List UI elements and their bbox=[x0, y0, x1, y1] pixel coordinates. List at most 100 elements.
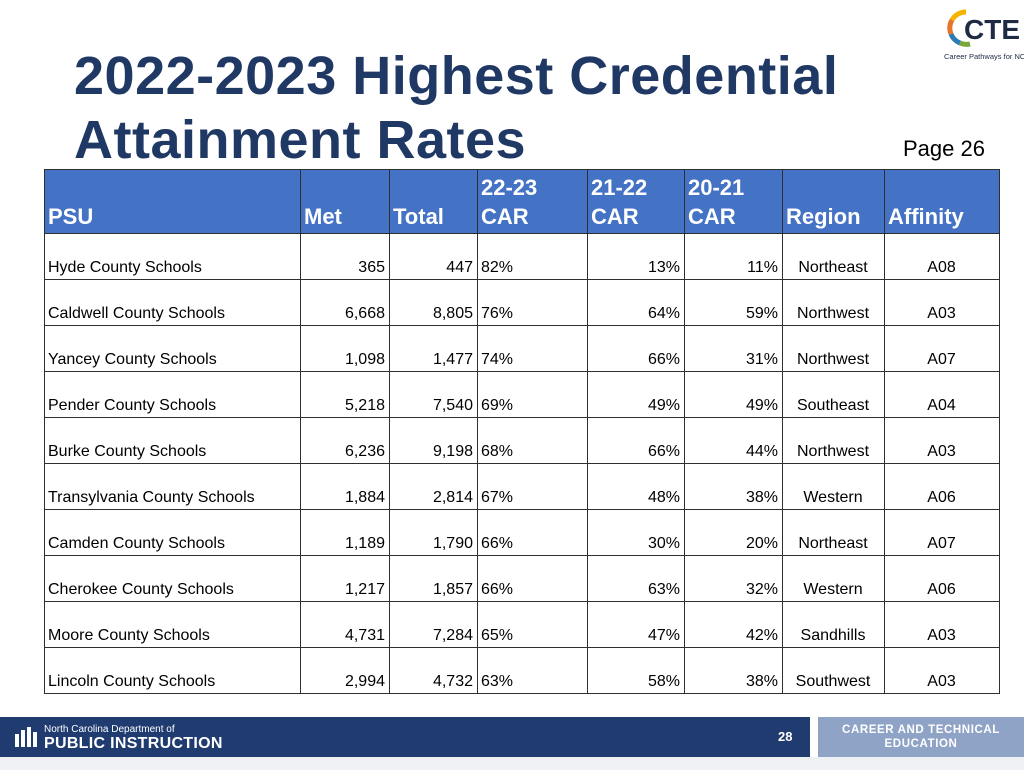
header-affinity: Affinity bbox=[884, 169, 1000, 234]
logo-subtitle: Career Pathways for NC bbox=[944, 52, 1024, 61]
cell-car-21-22: 58% bbox=[587, 647, 685, 694]
cell-car-22-23: 74% bbox=[477, 325, 588, 372]
cell-car-20-21: 38% bbox=[684, 647, 783, 694]
footer-cte-label: CAREER AND TECHNICAL EDUCATION bbox=[818, 717, 1024, 757]
cell-met: 1,884 bbox=[300, 463, 390, 510]
cell-total: 2,814 bbox=[389, 463, 478, 510]
logo-text: CTE bbox=[964, 14, 1020, 45]
page-label: Page 26 bbox=[903, 136, 985, 161]
cell-car-22-23: 82% bbox=[477, 233, 588, 280]
cell-region: Sandhills bbox=[782, 601, 885, 648]
table-row: Camden County Schools 1,189 1,790 66% 30% 20%… bbox=[44, 509, 1000, 556]
cell-met: 4,731 bbox=[300, 601, 390, 648]
cell-psu: Pender County Schools bbox=[44, 371, 301, 418]
cte-logo: CTE Career Pathways for NC bbox=[944, 8, 1024, 64]
cell-car-21-22: 47% bbox=[587, 601, 685, 648]
cell-met: 1,098 bbox=[300, 325, 390, 372]
cell-psu: Cherokee County Schools bbox=[44, 555, 301, 602]
cell-total: 9,198 bbox=[389, 417, 478, 464]
table-row: Hyde County Schools 365 447 82% 13% 11% Northe… bbox=[44, 233, 1000, 280]
cell-car-21-22: 63% bbox=[587, 555, 685, 602]
cell-met: 2,994 bbox=[300, 647, 390, 694]
cell-car-21-22: 48% bbox=[587, 463, 685, 510]
header-total: Total bbox=[389, 169, 478, 234]
cell-region: Western bbox=[782, 555, 885, 602]
cell-total: 8,805 bbox=[389, 279, 478, 326]
cell-car-21-22: 66% bbox=[587, 325, 685, 372]
cell-met: 5,218 bbox=[300, 371, 390, 418]
header-car-22-23: 22-23 CAR bbox=[477, 169, 588, 234]
cell-affinity: A03 bbox=[884, 417, 1000, 464]
footer-bar: North Carolina Department of PUBLIC INST… bbox=[0, 717, 810, 757]
cell-affinity: A03 bbox=[884, 279, 1000, 326]
cell-car-20-21: 38% bbox=[684, 463, 783, 510]
cell-region: Northeast bbox=[782, 509, 885, 556]
cell-car-20-21: 31% bbox=[684, 325, 783, 372]
slide-number: 28 bbox=[778, 729, 793, 744]
table-row: Burke County Schools 6,236 9,198 68% 66% 44% N… bbox=[44, 417, 1000, 464]
cell-affinity: A03 bbox=[884, 647, 1000, 694]
cell-car-21-22: 13% bbox=[587, 233, 685, 280]
cell-car-22-23: 69% bbox=[477, 371, 588, 418]
cell-psu: Transylvania County Schools bbox=[44, 463, 301, 510]
cell-car-20-21: 42% bbox=[684, 601, 783, 648]
footer-cte-text: CAREER AND TECHNICAL EDUCATION bbox=[842, 724, 1000, 750]
cell-psu: Yancey County Schools bbox=[44, 325, 301, 372]
header-car-20-21: 20-21 CAR bbox=[684, 169, 783, 234]
cell-total: 1,857 bbox=[389, 555, 478, 602]
cell-psu: Hyde County Schools bbox=[44, 233, 301, 280]
cell-region: Southwest bbox=[782, 647, 885, 694]
cell-car-21-22: 66% bbox=[587, 417, 685, 464]
table-row: Yancey County Schools 1,098 1,477 74% 66% 31%… bbox=[44, 325, 1000, 372]
cell-psu: Moore County Schools bbox=[44, 601, 301, 648]
cell-met: 1,189 bbox=[300, 509, 390, 556]
cell-met: 1,217 bbox=[300, 555, 390, 602]
header-region: Region bbox=[782, 169, 885, 234]
cell-car-20-21: 11% bbox=[684, 233, 783, 280]
cell-psu: Camden County Schools bbox=[44, 509, 301, 556]
dpi-building-icon bbox=[15, 727, 37, 747]
cell-region: Northwest bbox=[782, 325, 885, 372]
cell-region: Northwest bbox=[782, 279, 885, 326]
page-title: 2022-2023 Highest Credential Attainment … bbox=[74, 46, 839, 170]
table-row: Caldwell County Schools 6,668 8,805 76% 64% 5… bbox=[44, 279, 1000, 326]
cell-region: Western bbox=[782, 463, 885, 510]
cell-car-21-22: 49% bbox=[587, 371, 685, 418]
cell-affinity: A06 bbox=[884, 463, 1000, 510]
table-row: Pender County Schools 5,218 7,540 69% 49% 49%… bbox=[44, 371, 1000, 418]
table-row: Lincoln County Schools 2,994 4,732 63% 58% 38… bbox=[44, 647, 1000, 694]
cell-car-21-22: 64% bbox=[587, 279, 685, 326]
cell-affinity: A04 bbox=[884, 371, 1000, 418]
cell-total: 4,732 bbox=[389, 647, 478, 694]
table-row: Moore County Schools 4,731 7,284 65% 47% 42% S… bbox=[44, 601, 1000, 648]
cell-total: 7,540 bbox=[389, 371, 478, 418]
cell-car-20-21: 32% bbox=[684, 555, 783, 602]
cell-total: 1,790 bbox=[389, 509, 478, 556]
cell-affinity: A07 bbox=[884, 509, 1000, 556]
cell-car-21-22: 30% bbox=[587, 509, 685, 556]
cell-car-22-23: 63% bbox=[477, 647, 588, 694]
cell-psu: Caldwell County Schools bbox=[44, 279, 301, 326]
header-psu: PSU bbox=[44, 169, 301, 234]
cell-car-22-23: 66% bbox=[477, 509, 588, 556]
cell-affinity: A03 bbox=[884, 601, 1000, 648]
header-met: Met bbox=[300, 169, 390, 234]
cell-car-20-21: 44% bbox=[684, 417, 783, 464]
cell-affinity: A08 bbox=[884, 233, 1000, 280]
cell-psu: Lincoln County Schools bbox=[44, 647, 301, 694]
credential-table: PSU Met Total 22-23 CAR 21-22 CAR 20-21 … bbox=[44, 169, 1000, 694]
cell-region: Northwest bbox=[782, 417, 885, 464]
cell-met: 365 bbox=[300, 233, 390, 280]
cell-car-22-23: 66% bbox=[477, 555, 588, 602]
cell-region: Northeast bbox=[782, 233, 885, 280]
cell-total: 1,477 bbox=[389, 325, 478, 372]
table-header-row: PSU Met Total 22-23 CAR 21-22 CAR 20-21 … bbox=[44, 169, 1000, 234]
cell-car-20-21: 49% bbox=[684, 371, 783, 418]
cell-car-20-21: 59% bbox=[684, 279, 783, 326]
cell-psu: Burke County Schools bbox=[44, 417, 301, 464]
table-row: Transylvania County Schools 1,884 2,814 67%… bbox=[44, 463, 1000, 510]
cte-ring-logo-icon bbox=[947, 9, 971, 47]
bottom-strip bbox=[0, 757, 1024, 770]
cell-total: 7,284 bbox=[389, 601, 478, 648]
footer-org-big: PUBLIC INSTRUCTION bbox=[44, 735, 223, 752]
